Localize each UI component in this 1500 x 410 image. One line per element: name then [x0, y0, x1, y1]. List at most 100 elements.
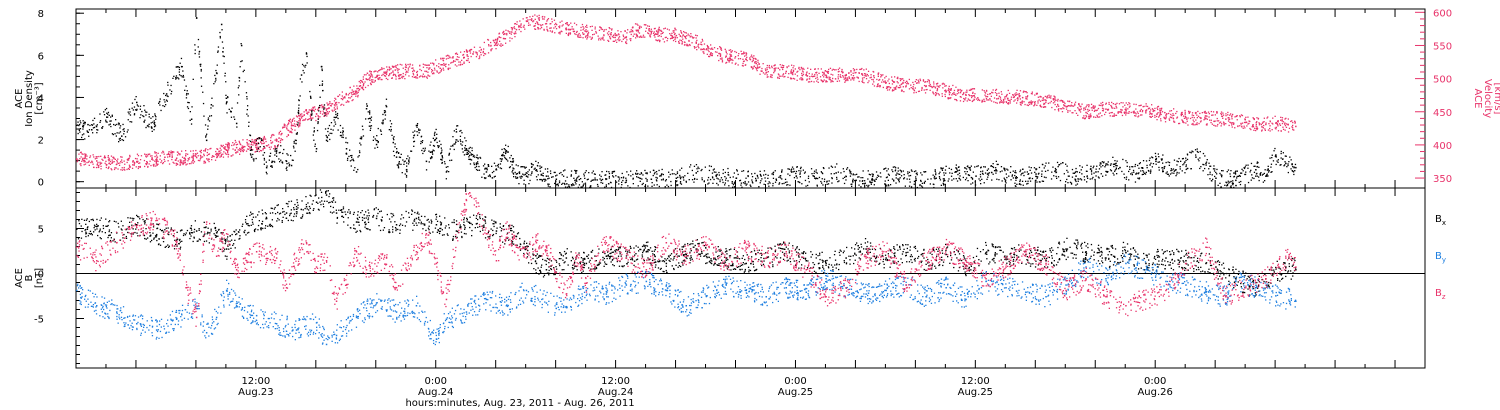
density-point — [369, 117, 371, 119]
density-point — [487, 175, 490, 177]
velocity-point — [1133, 103, 1135, 105]
velocity-point — [611, 36, 614, 38]
velocity-point — [312, 106, 315, 109]
density-point — [434, 131, 436, 133]
velocity-point — [287, 123, 289, 126]
velocity-point — [993, 97, 996, 99]
density-point — [1256, 175, 1258, 177]
density-point — [247, 105, 249, 107]
velocity-point — [878, 79, 880, 81]
velocity-point — [522, 18, 524, 20]
velocity-point — [466, 55, 468, 57]
density-point — [369, 113, 371, 115]
density-point — [109, 120, 111, 122]
velocity-point — [249, 147, 251, 149]
velocity-point — [1222, 114, 1225, 116]
velocity-point — [850, 79, 852, 81]
density-point — [722, 169, 724, 171]
velocity-point — [549, 27, 551, 29]
velocity-point — [1213, 124, 1215, 126]
velocity-point — [200, 152, 202, 154]
density-point — [708, 182, 710, 184]
density-point — [428, 161, 430, 163]
density-point — [608, 172, 611, 175]
velocity-point — [1261, 126, 1263, 128]
velocity-point — [653, 34, 655, 37]
velocity-point — [291, 128, 293, 131]
velocity-point — [1156, 107, 1158, 109]
velocity-point — [357, 87, 359, 89]
density-point — [1091, 178, 1093, 180]
density-point — [539, 170, 542, 172]
velocity-point — [233, 143, 236, 145]
velocity-point — [664, 27, 666, 29]
velocity-point — [335, 98, 337, 100]
velocity-point — [781, 67, 784, 69]
velocity-point — [407, 67, 409, 69]
density-point — [703, 181, 705, 183]
density-point — [262, 154, 264, 156]
velocity-point — [727, 57, 729, 60]
velocity-point — [1133, 112, 1135, 114]
density-point — [215, 77, 217, 80]
velocity-point — [150, 164, 152, 167]
density-point — [1107, 164, 1109, 166]
velocity-point — [752, 68, 754, 70]
velocity-point — [1140, 114, 1142, 116]
velocity-point — [818, 72, 820, 74]
velocity-point — [761, 67, 763, 70]
velocity-point — [657, 31, 659, 33]
velocity-point — [375, 76, 378, 78]
density-point — [981, 178, 983, 180]
density-point — [968, 174, 971, 177]
velocity-point — [867, 81, 869, 84]
velocity-point — [1172, 117, 1174, 119]
velocity-point — [1071, 105, 1073, 107]
density-point — [449, 159, 451, 162]
density-point — [871, 181, 873, 183]
density-point — [1070, 182, 1073, 184]
velocity-point — [463, 56, 465, 59]
velocity-point — [1244, 119, 1246, 121]
velocity-point — [335, 103, 337, 105]
velocity-point — [503, 30, 505, 33]
velocity-point — [110, 160, 112, 163]
velocity-point — [467, 59, 469, 62]
density-point — [1291, 163, 1293, 166]
density-point — [204, 124, 207, 126]
density-point — [722, 172, 724, 175]
velocity-point — [295, 115, 298, 117]
density-point — [606, 178, 608, 180]
velocity-point — [144, 153, 146, 155]
velocity-point — [369, 79, 371, 81]
density-point — [438, 145, 440, 147]
density-point — [192, 78, 194, 80]
density-point — [786, 184, 788, 186]
density-point — [529, 179, 531, 182]
velocity-point — [1255, 127, 1258, 130]
velocity-point — [858, 72, 860, 74]
velocity-point — [228, 146, 230, 148]
velocity-point — [119, 162, 121, 164]
density-point — [118, 132, 120, 134]
velocity-point — [1110, 112, 1112, 114]
density-point — [1042, 180, 1045, 182]
velocity-point — [633, 33, 635, 35]
density-point — [209, 115, 211, 117]
density-point — [321, 68, 323, 70]
velocity-point — [635, 37, 637, 39]
velocity-point — [1221, 115, 1224, 118]
velocity-point — [682, 34, 684, 36]
velocity-point — [264, 147, 266, 149]
density-point — [466, 151, 468, 153]
velocity-point — [397, 70, 399, 72]
velocity-point — [267, 144, 270, 146]
velocity-point — [928, 80, 930, 82]
density-point — [374, 147, 376, 149]
velocity-point — [981, 99, 983, 101]
density-point — [755, 177, 757, 180]
density-point — [608, 171, 610, 173]
density-point — [488, 165, 490, 167]
density-point — [888, 174, 890, 176]
density-point — [528, 183, 530, 185]
